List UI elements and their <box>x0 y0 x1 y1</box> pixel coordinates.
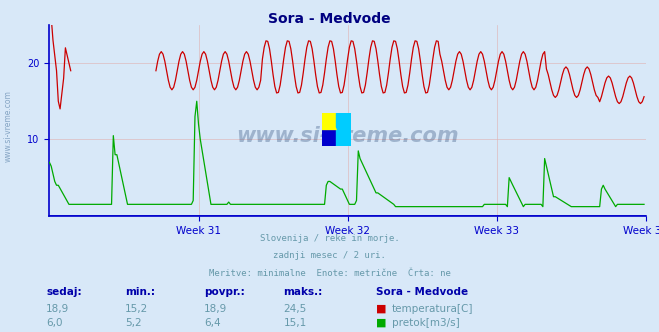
Text: pretok[m3/s]: pretok[m3/s] <box>392 318 460 328</box>
Text: Sora - Medvode: Sora - Medvode <box>268 12 391 26</box>
Text: www.si-vreme.com: www.si-vreme.com <box>237 125 459 146</box>
Text: Slovenija / reke in morje.: Slovenija / reke in morje. <box>260 234 399 243</box>
Polygon shape <box>336 113 351 129</box>
Text: 6,4: 6,4 <box>204 318 221 328</box>
Text: 18,9: 18,9 <box>204 304 227 314</box>
Text: zadnji mesec / 2 uri.: zadnji mesec / 2 uri. <box>273 251 386 260</box>
Polygon shape <box>336 129 351 146</box>
Text: temperatura[C]: temperatura[C] <box>392 304 474 314</box>
Polygon shape <box>336 113 351 129</box>
Polygon shape <box>322 129 336 146</box>
Text: sedaj:: sedaj: <box>46 287 82 297</box>
Polygon shape <box>322 113 336 129</box>
Text: 24,5: 24,5 <box>283 304 306 314</box>
Text: www.si-vreme.com: www.si-vreme.com <box>3 90 13 162</box>
Text: povpr.:: povpr.: <box>204 287 245 297</box>
Text: ■: ■ <box>376 318 386 328</box>
Text: min.:: min.: <box>125 287 156 297</box>
Text: Sora - Medvode: Sora - Medvode <box>376 287 468 297</box>
Text: 15,2: 15,2 <box>125 304 148 314</box>
Text: 18,9: 18,9 <box>46 304 69 314</box>
Text: Meritve: minimalne  Enote: metrične  Črta: ne: Meritve: minimalne Enote: metrične Črta:… <box>208 269 451 278</box>
Polygon shape <box>322 113 336 129</box>
Polygon shape <box>336 129 351 146</box>
Text: 6,0: 6,0 <box>46 318 63 328</box>
Text: maks.:: maks.: <box>283 287 323 297</box>
Polygon shape <box>322 113 351 146</box>
Text: ■: ■ <box>376 304 386 314</box>
Text: 5,2: 5,2 <box>125 318 142 328</box>
Text: 15,1: 15,1 <box>283 318 306 328</box>
Polygon shape <box>322 113 336 129</box>
